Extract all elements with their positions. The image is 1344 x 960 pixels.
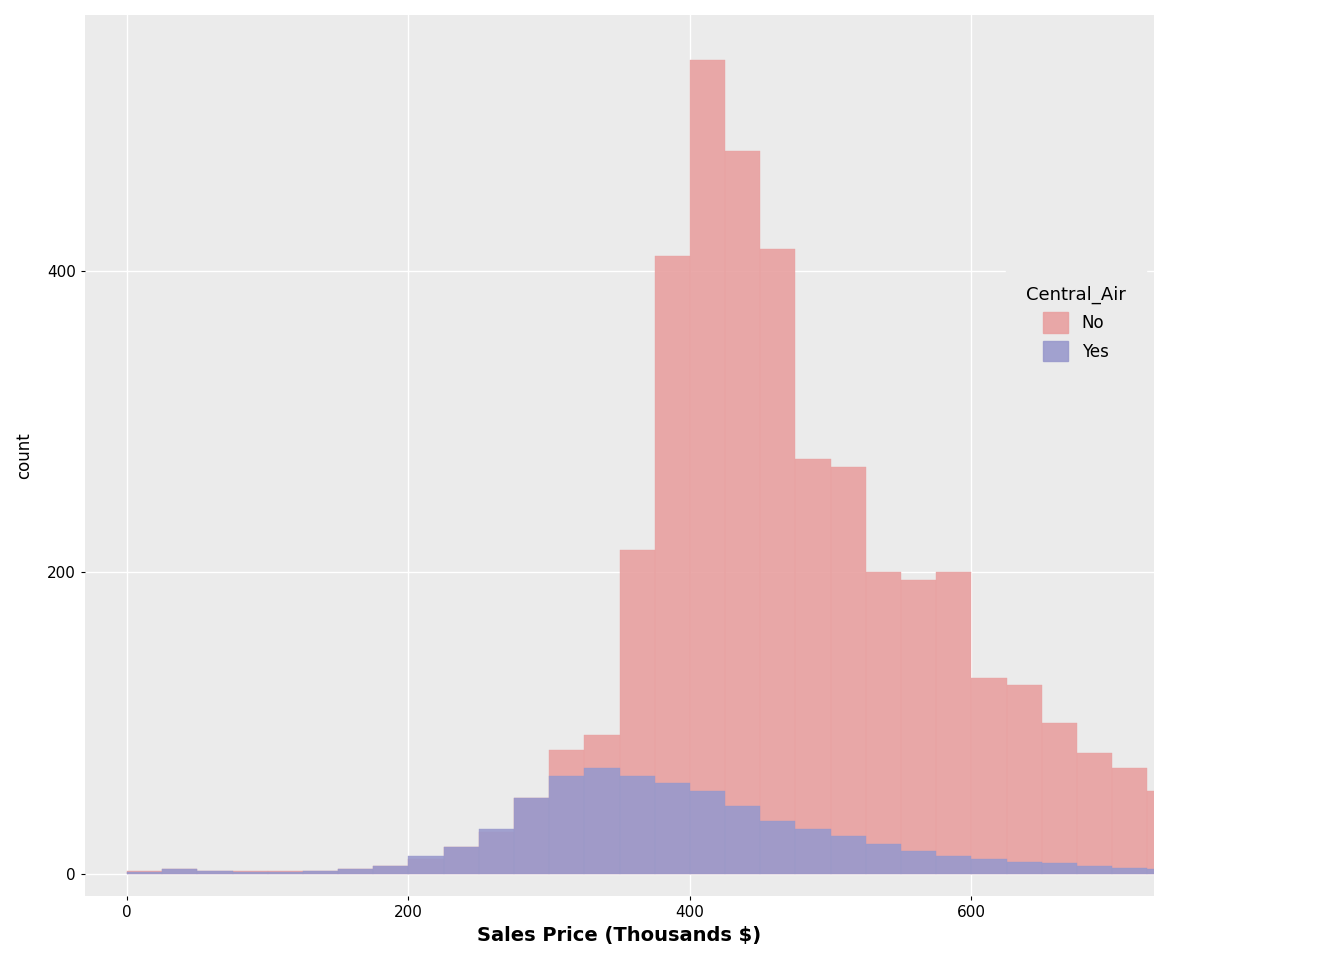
Legend: No, Yes: No, Yes xyxy=(1007,266,1146,381)
Bar xyxy=(444,847,478,874)
Bar xyxy=(1322,844,1344,874)
Y-axis label: count: count xyxy=(15,432,34,479)
Bar xyxy=(478,831,513,874)
Bar xyxy=(233,873,267,874)
Bar xyxy=(866,572,900,874)
Bar xyxy=(478,828,513,874)
Bar xyxy=(339,870,374,874)
Bar xyxy=(513,799,550,874)
Bar xyxy=(1253,821,1288,874)
Bar xyxy=(444,847,478,874)
Bar xyxy=(900,580,937,874)
Bar xyxy=(1218,871,1253,874)
Bar xyxy=(972,859,1007,874)
Bar xyxy=(972,678,1007,874)
Bar xyxy=(1322,873,1344,874)
Bar xyxy=(1288,836,1322,874)
Bar xyxy=(761,249,796,874)
Bar xyxy=(1042,723,1077,874)
Bar xyxy=(1111,768,1148,874)
Bar xyxy=(1007,685,1042,874)
Bar xyxy=(1077,866,1111,874)
Bar xyxy=(620,550,655,874)
Bar xyxy=(128,873,163,874)
Bar xyxy=(1077,754,1111,874)
Bar xyxy=(163,870,198,874)
Bar xyxy=(620,776,655,874)
Bar xyxy=(585,735,620,874)
Bar xyxy=(163,870,198,874)
Bar xyxy=(128,871,163,874)
Bar xyxy=(1218,813,1253,874)
Bar xyxy=(689,791,724,874)
Bar xyxy=(900,852,937,874)
Bar xyxy=(724,151,761,874)
Bar xyxy=(267,871,302,874)
Bar xyxy=(937,855,972,874)
Bar xyxy=(1148,870,1183,874)
Bar xyxy=(374,866,409,874)
Bar xyxy=(1007,862,1042,874)
Bar xyxy=(796,828,831,874)
Bar xyxy=(267,873,302,874)
Bar xyxy=(302,871,339,874)
Bar xyxy=(689,60,724,874)
Bar xyxy=(550,751,585,874)
X-axis label: Sales Price (Thousands $): Sales Price (Thousands $) xyxy=(477,926,762,945)
Bar xyxy=(198,871,233,874)
Bar xyxy=(761,821,796,874)
Bar xyxy=(937,572,972,874)
Bar xyxy=(1183,870,1218,874)
Bar xyxy=(550,776,585,874)
Bar xyxy=(1253,871,1288,874)
Bar xyxy=(302,871,339,874)
Bar xyxy=(1148,791,1183,874)
Bar xyxy=(409,855,444,874)
Bar xyxy=(831,836,866,874)
Bar xyxy=(374,866,409,874)
Bar xyxy=(233,871,267,874)
Bar xyxy=(198,871,233,874)
Bar xyxy=(1042,863,1077,874)
Bar xyxy=(866,844,900,874)
Bar xyxy=(513,799,550,874)
Bar xyxy=(1288,873,1322,874)
Bar xyxy=(409,859,444,874)
Bar xyxy=(724,806,761,874)
Bar xyxy=(796,460,831,874)
Bar xyxy=(1183,799,1218,874)
Bar xyxy=(655,256,689,874)
Bar xyxy=(1111,868,1148,874)
Bar xyxy=(831,467,866,874)
Bar xyxy=(655,783,689,874)
Bar xyxy=(339,870,374,874)
Bar xyxy=(585,768,620,874)
